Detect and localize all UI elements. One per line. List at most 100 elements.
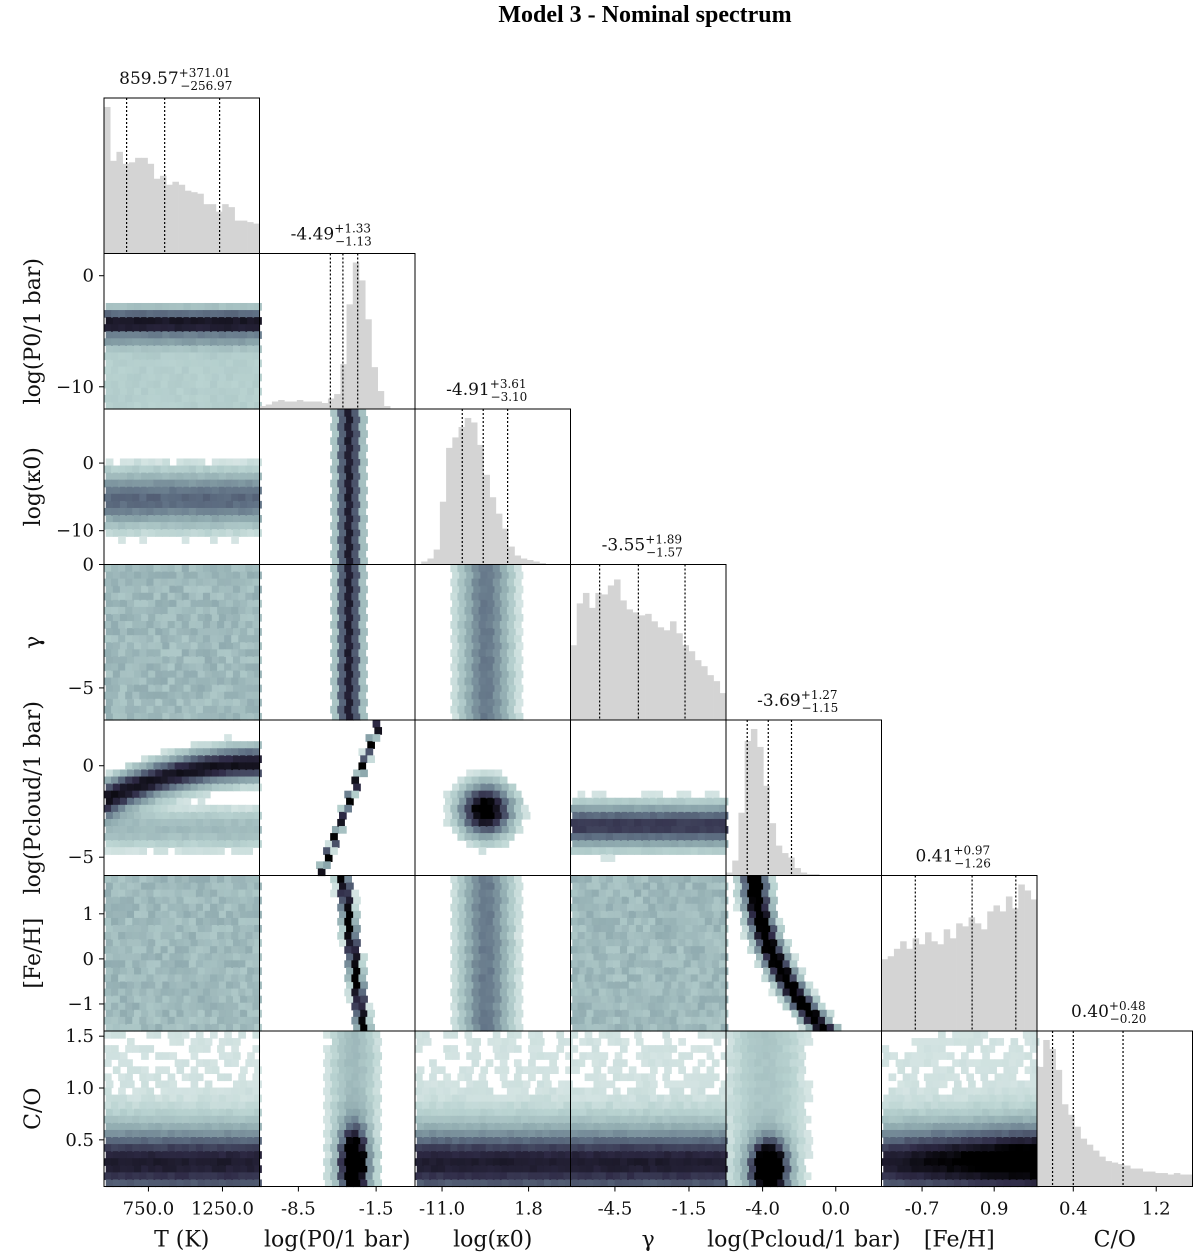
density-cell [112, 826, 121, 834]
density-cell [607, 939, 616, 947]
density-cell [600, 1080, 609, 1089]
density-cell [492, 889, 501, 898]
density-cell [770, 896, 778, 905]
density-cell [339, 1151, 347, 1159]
density-cell [146, 776, 155, 785]
density-cell [535, 1087, 543, 1096]
density-cell [635, 1052, 644, 1060]
density-cell [254, 359, 262, 368]
density-cell [153, 790, 162, 799]
density-cell [118, 592, 126, 601]
density-cell [485, 635, 494, 643]
density-cell [134, 515, 142, 523]
density-cell [763, 924, 771, 933]
density-cell [211, 1023, 220, 1032]
density-cell [104, 903, 112, 912]
density-cell [183, 613, 192, 622]
density-cell [346, 543, 354, 551]
density-cell [627, 1002, 635, 1011]
density-cell [169, 967, 178, 976]
density-cell [188, 1045, 197, 1053]
hist-bar [993, 905, 1000, 1031]
density-cell [521, 804, 529, 813]
density-cell [464, 960, 473, 968]
density-cell [167, 1144, 176, 1152]
density-cell [720, 967, 729, 976]
density-cell [148, 345, 156, 354]
density-cell [669, 833, 678, 841]
density-cell [153, 465, 162, 474]
density-cell [225, 712, 234, 721]
density-cell [112, 882, 121, 891]
density-cell [162, 882, 170, 891]
density-cell [252, 762, 261, 771]
density-cell [635, 1137, 644, 1145]
y-axis-label-logPcloud: log(Pcloud/1 bar) [21, 701, 46, 894]
density-cell [339, 458, 347, 467]
density-cell [607, 854, 616, 862]
density-cell [197, 995, 206, 1004]
density-cell [176, 1137, 185, 1145]
density-cell [155, 826, 163, 834]
density-cell [591, 790, 600, 799]
density-cell [112, 924, 121, 933]
density-cell [358, 988, 367, 997]
density-cell [669, 1016, 678, 1025]
density-cell [506, 677, 515, 686]
density-cell [119, 826, 128, 834]
density-cell [536, 1038, 545, 1046]
density-cell [218, 811, 227, 820]
density-cell [231, 394, 239, 403]
density-cell [181, 564, 190, 573]
density-cell [824, 1016, 833, 1025]
density-cell [351, 592, 360, 601]
density-cell [487, 1165, 496, 1173]
density-cell [224, 621, 232, 629]
density-cell [513, 790, 522, 799]
density-cell [598, 974, 607, 983]
density-cell [515, 1179, 524, 1188]
density-cell [247, 783, 255, 792]
density-cell [139, 1016, 148, 1025]
density-cell [713, 1023, 722, 1032]
density-cell [487, 1108, 496, 1117]
density-cell [443, 1031, 451, 1039]
density-cell [692, 826, 701, 834]
density-cell [494, 981, 503, 990]
density-cell [676, 917, 685, 926]
density-cell [372, 1073, 381, 1082]
density-cell [160, 338, 169, 346]
density-cell [784, 953, 792, 961]
density-cell [536, 1137, 545, 1145]
density-cell [367, 741, 375, 749]
density-cell [648, 932, 656, 940]
density-cell [232, 585, 241, 594]
density-cell [480, 896, 489, 905]
density-cell [324, 1179, 333, 1188]
density-cell [181, 1158, 190, 1166]
density-cell [480, 967, 489, 976]
density-cell [231, 663, 239, 672]
density-cell [494, 1137, 503, 1145]
density-cell [450, 1172, 459, 1181]
density-cell [204, 670, 213, 679]
density-cell [478, 592, 487, 601]
density-cell [423, 1094, 432, 1103]
density-cell [699, 826, 708, 834]
density-cell [126, 826, 135, 834]
density-cell [126, 910, 135, 919]
density-cell [195, 578, 204, 587]
density-cell [247, 924, 255, 933]
hist-bar [352, 262, 360, 409]
density-cell [416, 1151, 425, 1159]
density-cell [254, 1137, 262, 1145]
density-cell [570, 946, 579, 954]
density-cell [112, 331, 121, 339]
density-cell [238, 691, 246, 700]
density-cell [473, 1137, 481, 1145]
density-cell [634, 1016, 642, 1025]
density-cell [344, 592, 352, 601]
density-cell [190, 529, 199, 537]
density-cell [167, 493, 176, 502]
density-cell [718, 988, 727, 997]
